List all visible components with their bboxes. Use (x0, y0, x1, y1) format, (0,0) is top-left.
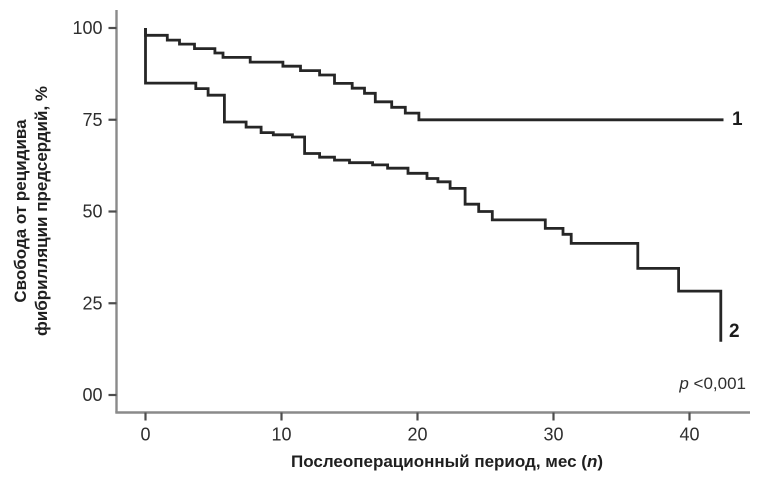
x-axis-title: Послеоперационный период, мес (n) (291, 452, 603, 472)
x-tick-label: 20 (407, 425, 427, 445)
x-tick-label: 10 (271, 425, 291, 445)
y-axis-title: Свобода от рецидива фибрилляции предсерд… (10, 86, 52, 336)
p-value-italic-p: p (679, 374, 689, 393)
x-axis-title-prefix: Послеоперационный период, мес ( (291, 452, 587, 471)
x-tick-label: 0 (140, 425, 150, 445)
y-tick-label: 25 (82, 293, 102, 313)
p-value-annotation: p <0,001 (679, 374, 746, 394)
x-tick-label: 30 (543, 425, 563, 445)
y-axis-title-line1: Свобода от рецидива (11, 119, 30, 303)
x-tick-label: 40 (679, 425, 699, 445)
y-tick-label: 00 (82, 385, 102, 405)
km-curve-2 (144, 28, 723, 342)
x-axis-title-suffix: ) (597, 452, 603, 471)
y-tick-label: 50 (82, 202, 102, 222)
x-axis-title-italic-n: n (586, 452, 598, 471)
p-value-text: <0,001 (688, 374, 746, 393)
y-axis-title-line2: фибрилляции предсердий, % (32, 85, 51, 337)
y-tick-label: 100 (72, 18, 102, 38)
curve-2-end-label: 2 (729, 321, 740, 342)
y-tick-label: 75 (82, 110, 102, 130)
curve-1-end-label: 1 (732, 109, 743, 130)
km-curve-1 (144, 28, 724, 122)
